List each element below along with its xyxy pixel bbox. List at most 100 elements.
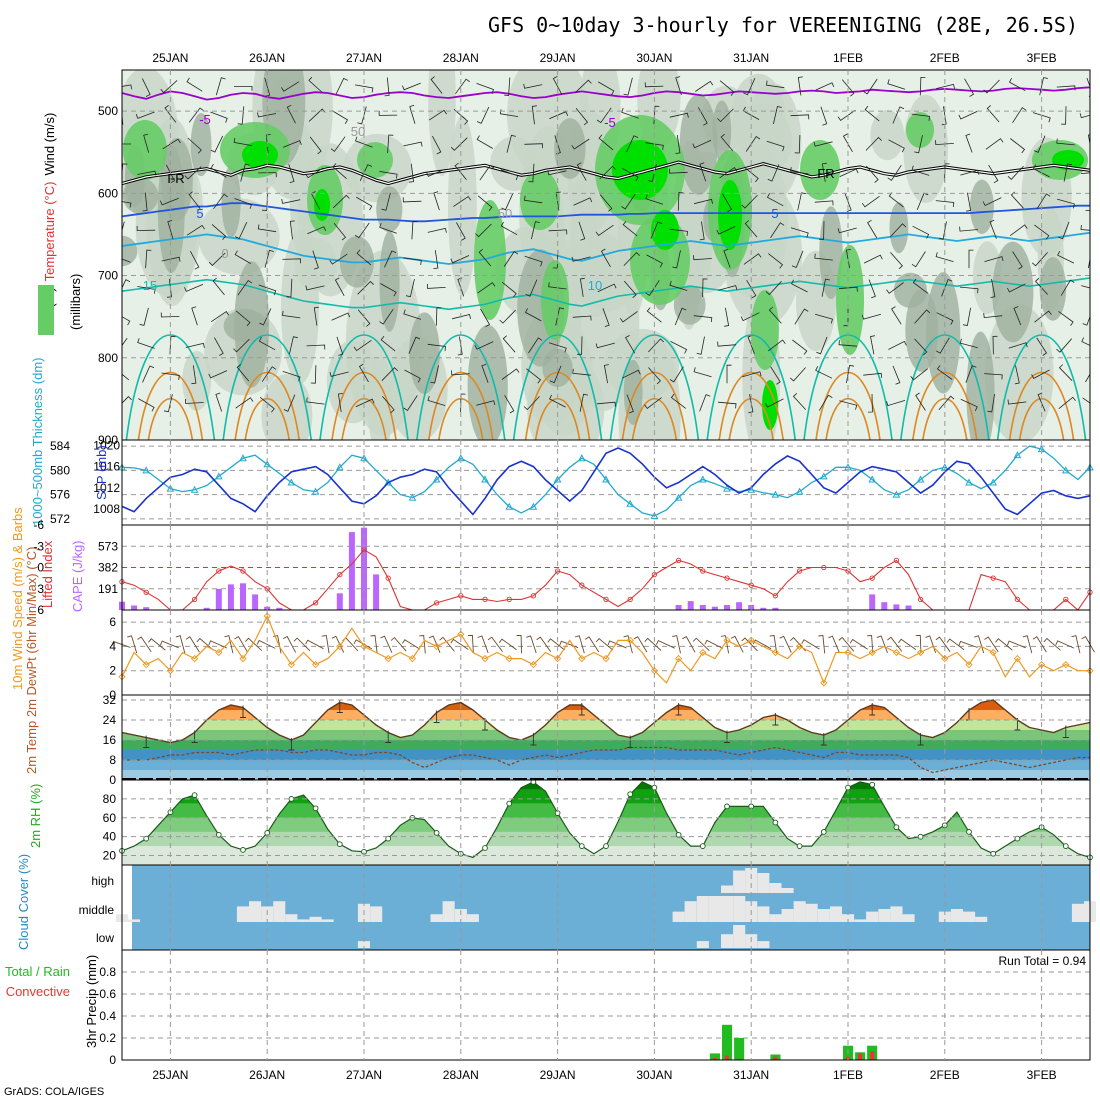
wind-barb: [381, 395, 395, 414]
wind-barb: [797, 192, 806, 211]
precip-convective-bar: [737, 1058, 742, 1060]
wind-10m-barb: [801, 639, 820, 650]
wind-barb: [968, 249, 974, 269]
lifted-index-point: [869, 575, 875, 581]
wind-speed-point: [287, 661, 296, 669]
cloud-row-label: high: [91, 874, 114, 888]
wind-barb: [548, 229, 568, 235]
wind-barb: [433, 191, 440, 211]
contour-label: -5: [199, 112, 211, 127]
wind-10m-barb: [380, 635, 393, 653]
rh-shade-bright: [651, 210, 679, 250]
surface-temp-contour: [524, 372, 591, 440]
wind-barb: [838, 286, 858, 292]
wind-10m-barb: [321, 634, 330, 654]
wind-barb: [1058, 221, 1070, 240]
wind-barb: [602, 308, 610, 327]
lifted-y-tick: -6: [33, 518, 44, 532]
date-label-bottom: 31JAN: [733, 1068, 769, 1082]
wind-barb: [675, 76, 682, 96]
wind-barb: [1039, 77, 1048, 96]
wind-barb: [122, 84, 133, 90]
contour-label: FR: [167, 171, 184, 186]
wind-barb: [1088, 256, 1090, 269]
thickness-point: [529, 502, 538, 510]
wind-barb: [645, 194, 664, 205]
rh-point: [675, 831, 682, 838]
wind-barb: [336, 336, 344, 356]
wind-barb: [743, 166, 759, 183]
wind-barb: [603, 364, 609, 384]
date-label-top: 25JAN: [152, 51, 188, 65]
wind-10m-barb: [477, 635, 489, 654]
wind-barb: [122, 163, 128, 178]
wind-barb: [626, 394, 634, 414]
cloud-background: [132, 865, 1090, 950]
wind-barb: [384, 250, 397, 268]
contour-label: 10: [588, 278, 602, 293]
lifted-index-point: [772, 593, 779, 599]
surface-temp-contour: [621, 372, 688, 440]
rh-shade-mid: [870, 110, 905, 161]
wind-10m-barb: [450, 638, 469, 650]
slp-line: [121, 447, 1091, 516]
wind-barb: [184, 284, 204, 292]
precip-y-tick: 0.2: [99, 1031, 116, 1045]
thickness-point: [650, 511, 659, 519]
wind-10m-barb: [1043, 637, 1061, 651]
rh-shade-green: [123, 120, 167, 180]
thickness-line: [121, 445, 1091, 517]
wind-barb: [549, 111, 569, 120]
wind-10m-barb: [1022, 635, 1033, 654]
cloud-cell: [950, 909, 963, 922]
wind-barb: [405, 279, 415, 298]
wind-barb: [1079, 113, 1090, 119]
wind-barb: [984, 256, 1004, 262]
wind-barb: [501, 368, 520, 380]
wind-barb: [281, 198, 301, 204]
wind-barb: [794, 134, 801, 154]
date-label-top: 31JAN: [733, 51, 769, 65]
date-label-bottom: 1FEB: [833, 1068, 863, 1082]
wind-barb: [549, 394, 566, 408]
wind-barb: [476, 135, 493, 149]
cloud-cell: [696, 941, 709, 948]
wind-barb: [503, 251, 519, 267]
wind-10m-barb: [769, 634, 778, 654]
wind-barb: [719, 80, 735, 96]
surface-temp-contour: [137, 372, 204, 440]
wind-barb: [166, 278, 172, 298]
wind-barb: [427, 395, 446, 406]
cloud-cell: [249, 901, 262, 922]
wind-barb: [213, 193, 228, 210]
cloud-row-label: low: [96, 931, 114, 945]
temp-minmax-bar: [240, 705, 246, 718]
freezing-level-inner: [122, 161, 1090, 185]
wind-10m-barb: [1006, 640, 1026, 649]
wind-barb: [719, 167, 738, 179]
cloud-cell: [466, 914, 479, 922]
wind-10m-barb: [644, 637, 662, 651]
temp-minmax-bar: [627, 735, 634, 748]
wind-barb: [699, 162, 707, 182]
wind-barb: [1061, 106, 1067, 125]
wind-barb: [426, 168, 446, 177]
wind-barb: [718, 285, 738, 291]
wind-barb: [912, 278, 929, 294]
wind-barb: [143, 133, 150, 153]
wind-speed-point: [602, 654, 610, 663]
thickness-point: [335, 463, 344, 471]
wind-barb: [387, 134, 394, 154]
wind-barb: [819, 221, 825, 240]
wind-barb: [572, 315, 592, 321]
wind-barb: [384, 77, 390, 97]
wind-barb: [208, 252, 226, 266]
surface-temp-contour: [331, 372, 397, 440]
wind-barb: [430, 365, 439, 384]
precip-y-tick: 0: [109, 1053, 116, 1067]
cloud-cell: [757, 941, 770, 948]
wind-barb: [162, 138, 181, 150]
wind-barb: [165, 164, 176, 184]
wind-barb: [334, 277, 345, 296]
